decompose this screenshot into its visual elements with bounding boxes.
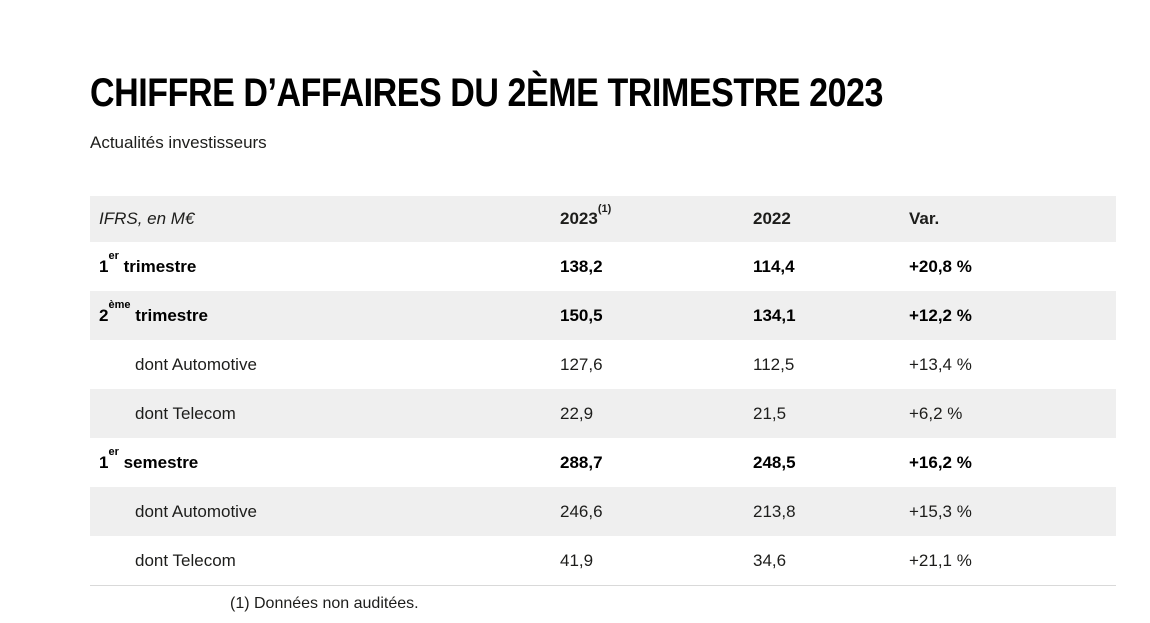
- row-label-text: dont Telecom: [135, 550, 236, 570]
- header-col-2022: 2022: [753, 209, 791, 229]
- value-2023: 288,7: [560, 452, 603, 472]
- table-row: dont Automotive 127,6 112,5 +13,4 %: [90, 340, 1116, 389]
- value-var: +13,4 %: [909, 354, 972, 374]
- value-2023: 127,6: [560, 354, 603, 374]
- row-label-text: dont Automotive: [135, 354, 257, 374]
- row-label: 2ème trimestre: [90, 300, 560, 326]
- row-label-text: dont Automotive: [135, 501, 257, 521]
- value-2022: 213,8: [753, 501, 796, 521]
- row-label-sup: er: [108, 446, 119, 459]
- value-var: +16,2 %: [909, 452, 972, 472]
- table-row: 2ème trimestre 150,5 134,1 +12,2 %: [90, 291, 1116, 341]
- value-2022: 114,4: [753, 256, 795, 276]
- row-label-text: dont Telecom: [135, 403, 236, 423]
- row-label-rest: trimestre: [118, 256, 197, 276]
- row-label-text: 1: [99, 452, 109, 472]
- value-var: +6,2 %: [909, 403, 963, 423]
- value-2022: 248,5: [753, 452, 796, 472]
- header-col-2023-text: 2023: [560, 209, 598, 229]
- table-row: 1er semestre 288,7 248,5 +16,2 %: [90, 438, 1116, 487]
- row-label-rest: semestre: [118, 452, 199, 472]
- header-label: IFRS, en M€: [99, 209, 195, 229]
- row-label: dont Telecom: [90, 404, 560, 424]
- table-header-row: IFRS, en M€ 2023(1) 2022 Var.: [90, 196, 1116, 243]
- table-row: 1er trimestre 138,2 114,4 +20,8 %: [90, 242, 1116, 291]
- row-label-sup: ème: [108, 299, 131, 312]
- row-label: 1er trimestre: [90, 251, 560, 277]
- value-2023: 138,2: [560, 256, 603, 276]
- page-title: CHIFFRE D’AFFAIRES DU 2ÈME TRIMESTRE 202…: [90, 71, 884, 115]
- value-2023: 246,6: [560, 501, 603, 521]
- row-label-text: 1: [99, 256, 109, 276]
- table-row: dont Automotive 246,6 213,8 +15,3 %: [90, 487, 1116, 537]
- header-col-2023: 2023(1): [560, 203, 753, 229]
- value-var: +20,8 %: [909, 256, 972, 276]
- row-label-rest: trimestre: [130, 305, 208, 325]
- value-var: +12,2 %: [909, 305, 972, 325]
- table-row: dont Telecom 41,9 34,6 +21,1 %: [90, 536, 1116, 585]
- value-2022: 134,1: [753, 305, 796, 325]
- row-label: 1er semestre: [90, 447, 560, 473]
- revenue-table: IFRS, en M€ 2023(1) 2022 Var. 1er trimes…: [90, 196, 1116, 587]
- row-label-text: 2: [99, 305, 109, 325]
- row-label: dont Telecom: [90, 551, 560, 571]
- value-2023: 150,5: [560, 305, 603, 325]
- footnote: (1) Données non auditées.: [230, 595, 419, 613]
- value-2022: 112,5: [753, 354, 795, 374]
- content-column: CHIFFRE D’AFFAIRES DU 2ÈME TRIMESTRE 202…: [90, 0, 1116, 613]
- page-subtitle: Actualités investisseurs: [90, 133, 267, 152]
- footnote-ref-icon: (1): [597, 202, 612, 215]
- table-row: dont Telecom 22,9 21,5 +6,2 %: [90, 389, 1116, 439]
- value-2023: 41,9: [560, 550, 594, 570]
- value-var: +15,3 %: [909, 501, 972, 521]
- row-label: dont Automotive: [90, 502, 560, 522]
- value-2022: 34,6: [753, 550, 787, 570]
- row-label: dont Automotive: [90, 355, 560, 375]
- row-label-sup: er: [108, 250, 119, 263]
- value-2022: 21,5: [753, 403, 787, 423]
- value-2023: 22,9: [560, 403, 594, 423]
- value-var: +21,1 %: [909, 550, 972, 570]
- header-col-var: Var.: [909, 209, 940, 229]
